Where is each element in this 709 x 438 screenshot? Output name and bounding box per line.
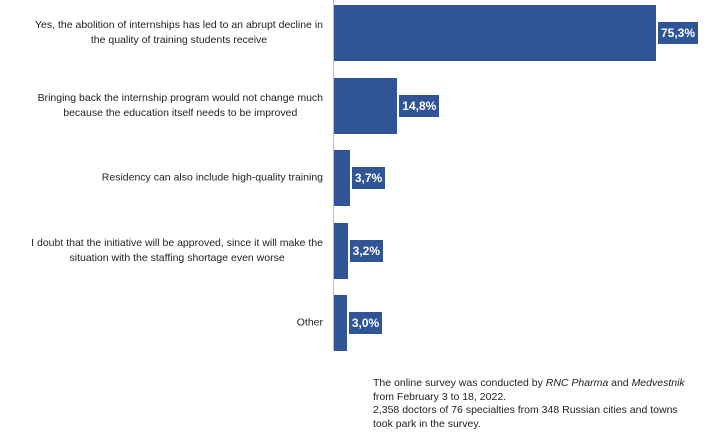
note-text: The online survey was conducted by xyxy=(373,377,546,389)
category-label: I doubt that the initiative will be appr… xyxy=(31,236,323,264)
note-text: and xyxy=(608,377,632,389)
category-label: Other xyxy=(296,316,323,329)
bar xyxy=(334,150,350,207)
value-label: 3,0% xyxy=(348,312,383,335)
category-label: Residency can also include high-quality … xyxy=(101,171,323,184)
bar xyxy=(334,295,347,352)
bar xyxy=(334,5,656,61)
category-label: Bringing back the internship program wou… xyxy=(37,91,323,119)
note-text: from February 3 to 18, 2022. 2,358 docto… xyxy=(373,390,678,430)
bar xyxy=(334,77,398,134)
value-label: 3,2% xyxy=(349,239,384,262)
value-label: 3,7% xyxy=(351,167,386,190)
category-label: Yes, the abolition of internships has le… xyxy=(35,19,323,46)
bar xyxy=(334,222,348,279)
axis-line xyxy=(333,0,334,351)
note-text: RNC Pharma xyxy=(545,377,609,389)
note: The online survey was conducted by RNC P… xyxy=(373,377,709,431)
value-label: 14,8% xyxy=(399,94,440,117)
value-label: 75,3% xyxy=(658,22,699,44)
note-text: Medvestnik xyxy=(631,377,685,389)
